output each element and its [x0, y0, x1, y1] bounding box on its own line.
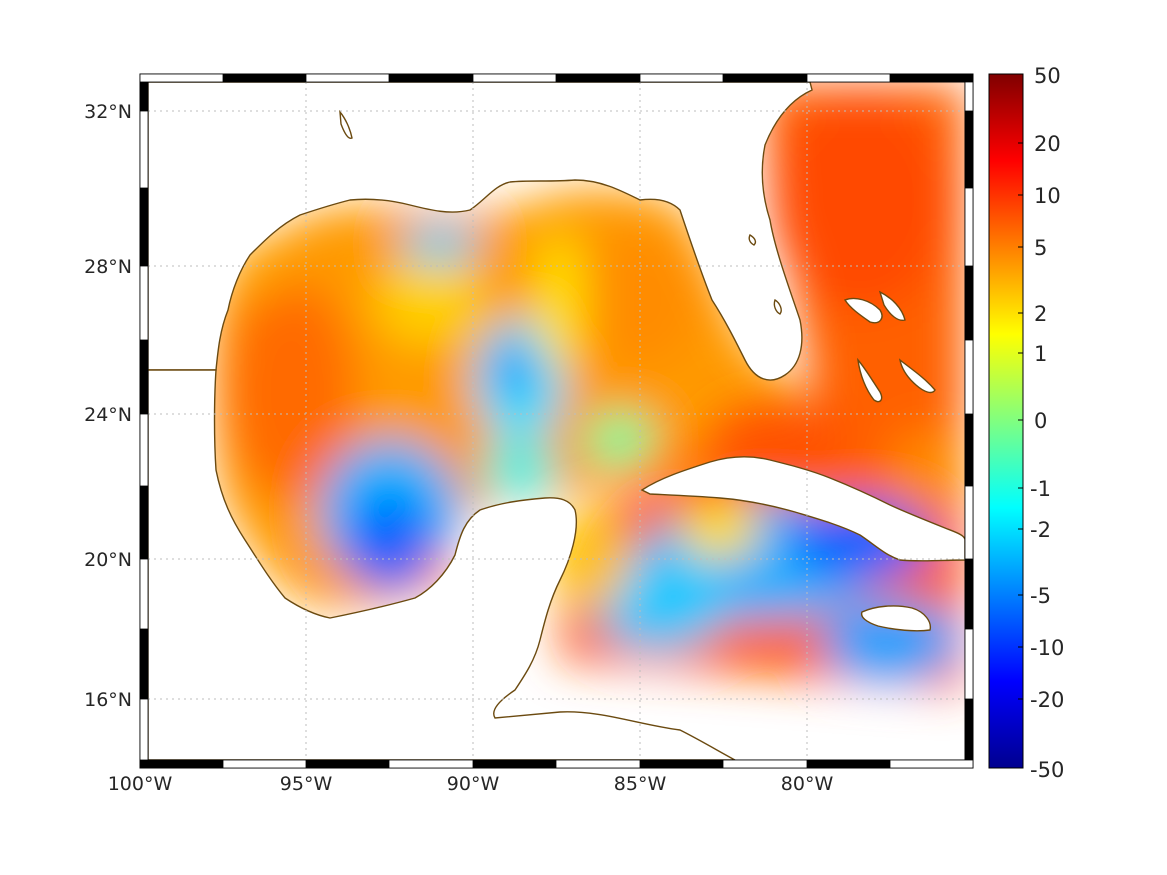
lat-tick-label: 24°N: [84, 404, 132, 426]
colorbar-tick-label: -2: [1030, 518, 1051, 542]
lat-tick-labels: 32°N 28°N 24°N 20°N 16°N: [84, 101, 132, 711]
bahamas-island: [843, 297, 883, 324]
colorbar-tick-label: 1: [1034, 342, 1047, 366]
colorbar-tick-label: 0: [1034, 409, 1047, 433]
colorbar-tick-label: 50: [1034, 64, 1061, 88]
colorbar-tick-label: -10: [1030, 636, 1064, 660]
grid-lines: [148, 82, 965, 760]
lon-tick-labels: 100°W 95°W 90°W 85°W 80°W: [108, 773, 834, 795]
island: [339, 109, 353, 139]
colorbar-tick-label: 2: [1034, 302, 1047, 326]
gulf-field-blobs: [211, 188, 811, 608]
colorbar-tick-label: 10: [1034, 184, 1061, 208]
colorbar-ticks: [1018, 142, 1023, 700]
island: [748, 234, 757, 246]
bahamas-island: [878, 290, 906, 322]
mexico-landmass: [148, 369, 736, 760]
colorbar-tick-label: 5: [1034, 236, 1047, 260]
lat-tick-label: 32°N: [84, 101, 132, 123]
colorbar-gradient: [988, 73, 1024, 769]
land-mask: [148, 82, 965, 760]
colorbar-tick-label: -50: [1030, 758, 1064, 782]
lon-tick-label: 90°W: [447, 773, 500, 795]
jamaica-landmass: [860, 605, 932, 632]
colorbar-tick-label: 20: [1034, 132, 1061, 156]
lon-tick-label: 95°W: [280, 773, 333, 795]
ocean-field: [148, 82, 965, 760]
colorbar-tick-label: -1: [1030, 477, 1051, 501]
lat-tick-label: 28°N: [84, 256, 132, 278]
colorbar-tick-label: -5: [1030, 584, 1051, 608]
lat-tick-label: 16°N: [84, 689, 132, 711]
lon-tick-label: 85°W: [614, 773, 667, 795]
lon-tick-label: 80°W: [781, 773, 834, 795]
atlantic-field-blobs: [550, 85, 965, 690]
island: [773, 298, 782, 315]
colorbar: 50 20 10 5 2 1 0 -1 -2 -5 -10 -20 -50: [988, 64, 1064, 782]
map-frame: [139, 73, 974, 769]
colorbar-tick-label: -20: [1030, 688, 1064, 712]
cuba-landmass: [640, 456, 965, 562]
bahamas-island: [898, 358, 936, 394]
bahamas-island: [856, 357, 883, 403]
lat-tick-label: 20°N: [84, 549, 132, 571]
lon-tick-label: 100°W: [108, 773, 173, 795]
us-landmass: [148, 82, 813, 381]
